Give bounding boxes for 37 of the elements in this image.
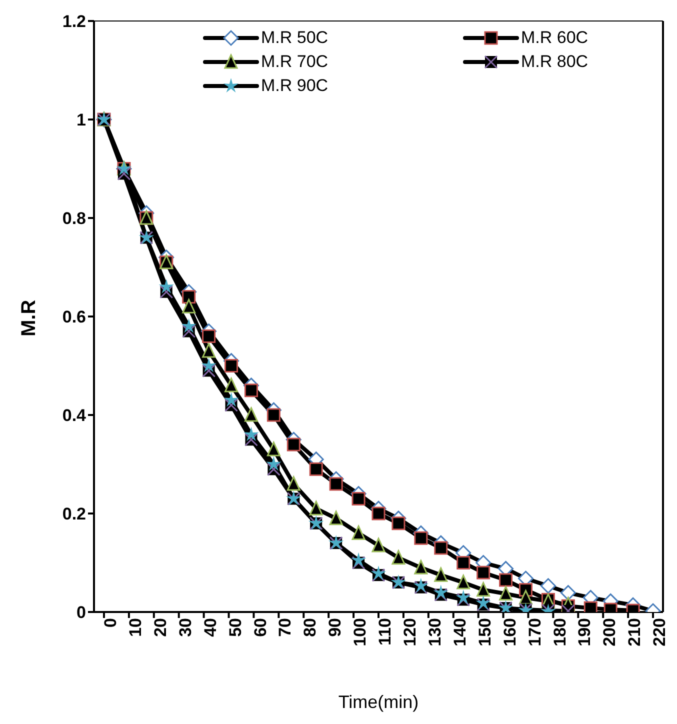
x-tick-label: 140 — [450, 618, 470, 646]
y-tick-label: 0.8 — [62, 209, 86, 228]
x-axis-title: Time(min) — [338, 692, 419, 712]
x-tick-label: 20 — [150, 618, 170, 637]
x-tick-label: 10 — [126, 618, 146, 637]
x-tick-label: 30 — [176, 618, 195, 637]
x-tick-label: 170 — [525, 618, 544, 646]
x-tick-label: 80 — [300, 618, 320, 637]
x-tick-label: 220 — [650, 618, 670, 646]
x-tick-label: 190 — [575, 618, 594, 646]
x-tick-label: 150 — [475, 618, 494, 646]
y-tick-label: 1 — [76, 110, 86, 130]
x-tick-label: 200 — [600, 618, 620, 646]
x-tick-label: 210 — [625, 618, 644, 646]
x-tick-label: 50 — [226, 618, 245, 637]
x-tick-label: 160 — [500, 618, 520, 646]
legend-label: M.R 50C — [261, 28, 328, 48]
x-tick-label: 40 — [200, 618, 220, 637]
y-tick-label: 0.6 — [62, 308, 86, 327]
x-tick-label: 70 — [276, 618, 295, 637]
x-tick-label: 120 — [400, 618, 420, 646]
y-tick-label: 1.2 — [62, 12, 86, 32]
legend-label: M.R 90C — [261, 76, 328, 96]
y-tick-label: 0.2 — [62, 504, 86, 524]
x-tick-label: 0 — [101, 618, 120, 628]
x-tick-label: 60 — [250, 618, 270, 637]
y-axis-title: M.R — [18, 299, 40, 336]
x-tick-label: 90 — [326, 618, 345, 637]
legend-label: M.R 70C — [261, 52, 328, 72]
legend-label: M.R 60C — [521, 28, 588, 48]
y-tick-label: 0 — [76, 603, 86, 622]
x-tick-label: 110 — [376, 618, 395, 646]
y-tick-label: 0.4 — [62, 406, 87, 426]
legend-label: M.R 80C — [521, 52, 588, 72]
x-tick-label: 100 — [350, 618, 370, 646]
x-tick-label: 130 — [425, 618, 444, 646]
x-tick-label: 180 — [550, 618, 570, 646]
